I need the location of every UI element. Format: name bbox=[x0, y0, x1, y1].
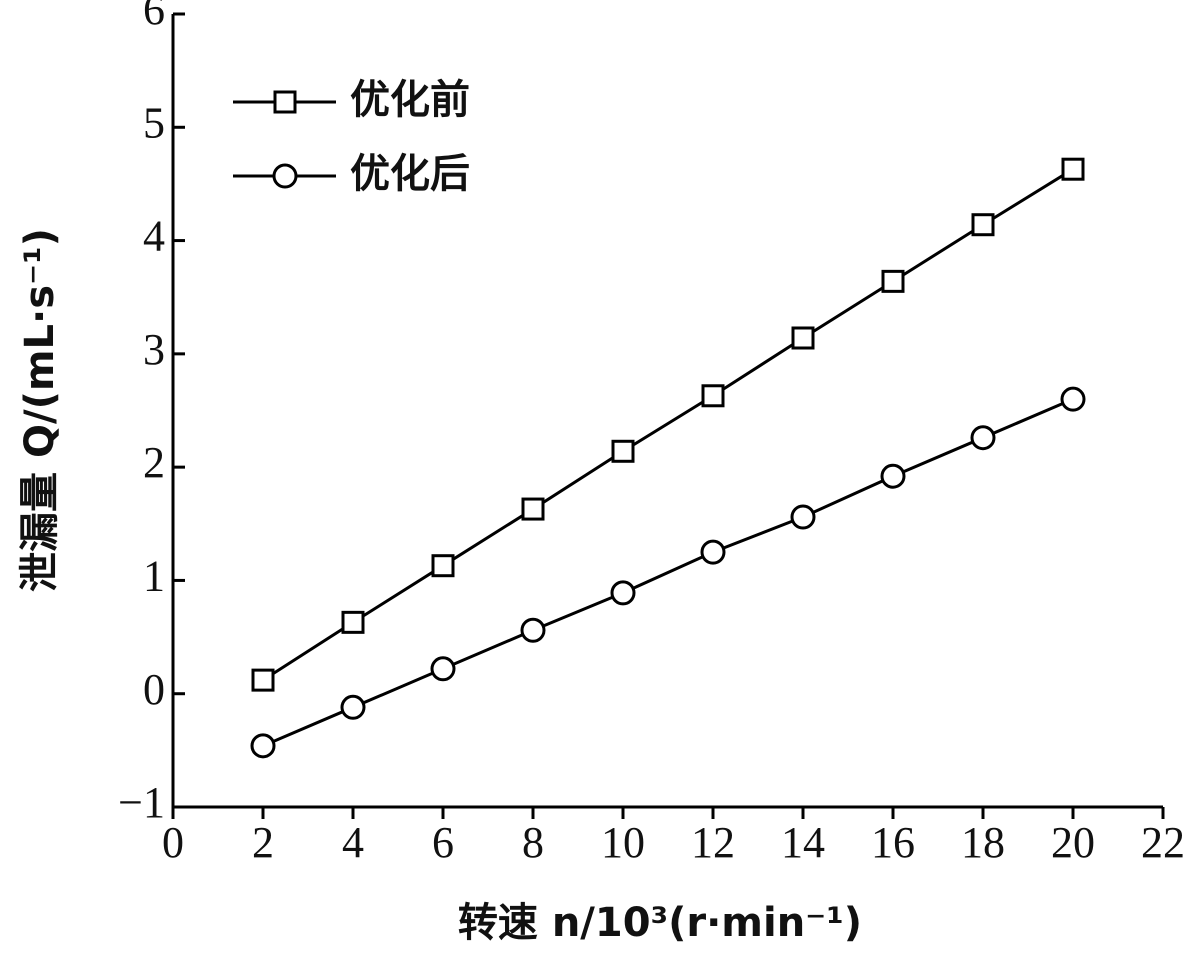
data-point bbox=[520, 617, 546, 643]
data-point bbox=[430, 656, 456, 682]
data-point bbox=[611, 439, 635, 463]
legend-marker bbox=[272, 163, 298, 189]
legend-label: 优化后 bbox=[350, 151, 470, 197]
y-tick-label: 6 bbox=[143, 0, 165, 34]
data-point bbox=[880, 463, 906, 489]
data-point bbox=[521, 497, 545, 521]
legend-marker bbox=[273, 90, 297, 114]
data-point bbox=[970, 425, 996, 451]
y-tick-label: 1 bbox=[143, 552, 165, 601]
data-point bbox=[700, 539, 726, 565]
legend-label: 优化前 bbox=[350, 77, 470, 123]
x-tick-label: 2 bbox=[252, 818, 274, 867]
data-point bbox=[701, 384, 725, 408]
y-tick-label: 3 bbox=[143, 325, 165, 374]
data-point bbox=[610, 580, 636, 606]
data-point bbox=[250, 733, 276, 759]
data-point bbox=[1060, 386, 1086, 412]
x-tick-label: 20 bbox=[1051, 818, 1095, 867]
data-point bbox=[881, 269, 905, 293]
y-tick-label: 2 bbox=[143, 438, 165, 487]
data-point bbox=[340, 694, 366, 720]
series-line bbox=[262, 397, 1074, 748]
x-tick-label: 10 bbox=[601, 818, 645, 867]
data-point bbox=[971, 213, 995, 237]
data-point bbox=[791, 326, 815, 350]
x-tick-label: 16 bbox=[871, 818, 915, 867]
x-tick-label: 22 bbox=[1141, 818, 1185, 867]
x-tick-label: 4 bbox=[342, 818, 364, 867]
x-tick-label: 6 bbox=[432, 818, 454, 867]
x-axis-title: 转速 n/10³(r·min⁻¹) bbox=[458, 900, 862, 946]
y-axis-title: 泄漏量 Q/(mL·s⁻¹) bbox=[17, 228, 63, 592]
y-tick-label: 4 bbox=[143, 212, 165, 261]
series-line bbox=[262, 167, 1074, 682]
y-tick-label: 5 bbox=[143, 98, 165, 147]
x-tick-label: 8 bbox=[522, 818, 544, 867]
data-point bbox=[431, 554, 455, 578]
x-tick-label: 0 bbox=[162, 818, 184, 867]
data-point bbox=[1061, 157, 1085, 181]
x-tick-label: 12 bbox=[691, 818, 735, 867]
y-tick-label: 0 bbox=[143, 665, 165, 714]
data-point bbox=[790, 504, 816, 530]
data-point bbox=[251, 668, 275, 692]
data-point bbox=[341, 610, 365, 634]
x-tick-label: 14 bbox=[781, 818, 825, 867]
y-tick-label: −1 bbox=[118, 778, 165, 827]
x-tick-label: 18 bbox=[961, 818, 1005, 867]
